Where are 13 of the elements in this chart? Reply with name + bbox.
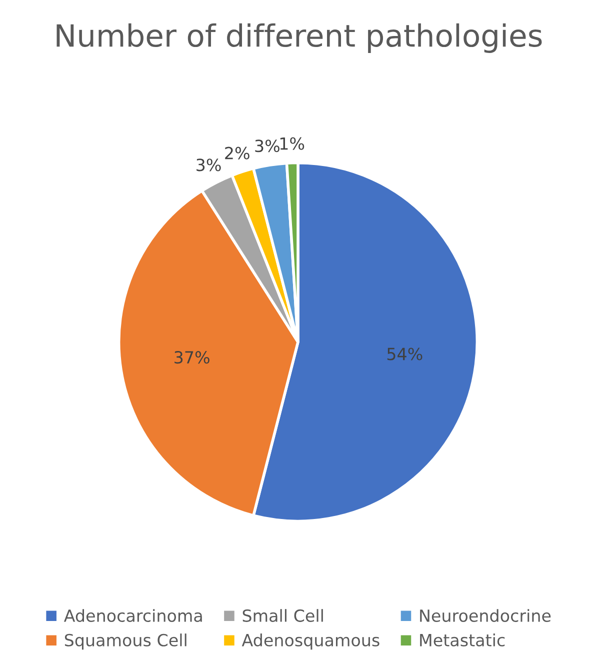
data-label: 1% — [280, 137, 304, 150]
legend-label: Adenocarcinoma — [64, 609, 202, 622]
legend-label: Squamous Cell — [64, 634, 186, 650]
legend-label: Neuroendocrine — [420, 609, 551, 622]
data-label: 3% — [255, 140, 280, 152]
legend-label: Adenosquamous — [242, 634, 380, 650]
legend-label: Small Cell — [242, 609, 323, 622]
data-label: 2% — [225, 146, 250, 160]
chart-title: Number of different pathologies — [56, 23, 542, 53]
data-label: 37% — [174, 351, 210, 364]
legend-label: Metastatic — [420, 634, 505, 646]
data-label: 3% — [196, 158, 221, 172]
data-label: 54% — [387, 348, 422, 360]
